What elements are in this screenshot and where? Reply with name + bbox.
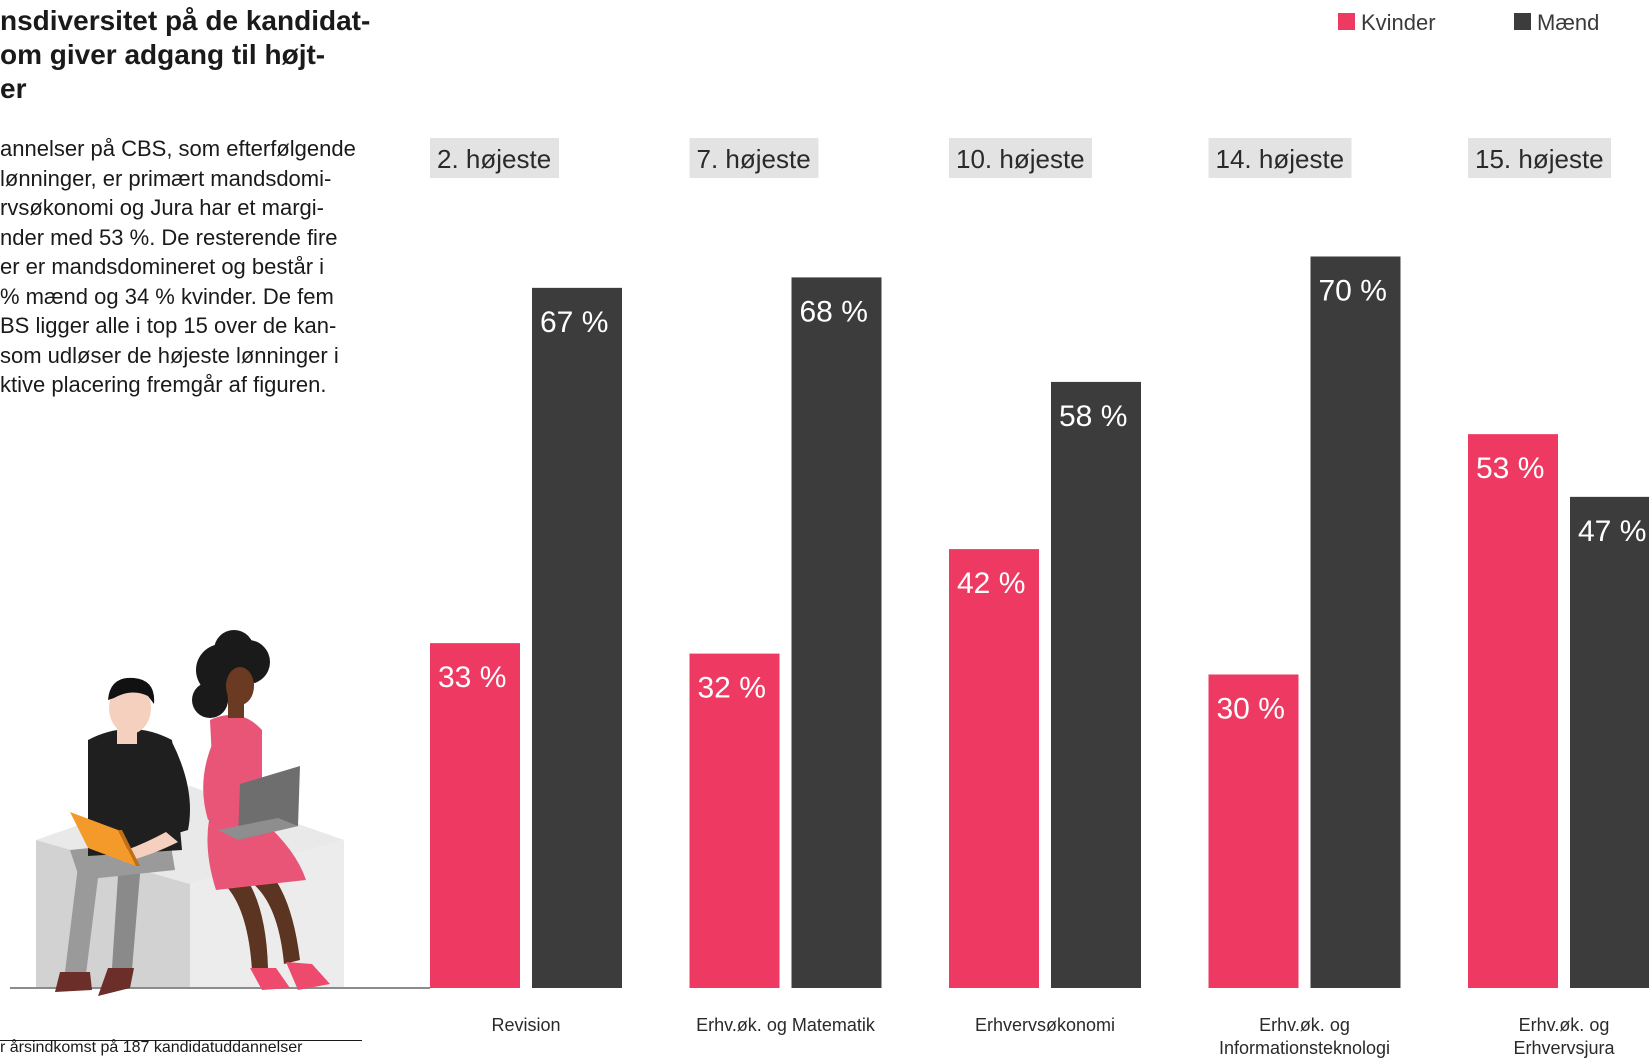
rank-label: 14. højeste (1216, 144, 1345, 174)
rank-badge-background (1468, 138, 1611, 178)
bar-kvinder (430, 643, 520, 988)
bar-kvinder (949, 549, 1039, 988)
bar-group-erhvervsøkonomi: 10. højeste 42 % 58 % Erhvervsøkonomi (949, 138, 1141, 1035)
footnote-divider (0, 1040, 362, 1041)
rank-badge-background (949, 138, 1092, 178)
category-label: Erhv.øk. og Informationsteknologi (1219, 1015, 1390, 1058)
category-label: Erhvervsøkonomi (975, 1015, 1115, 1035)
bar-maend (532, 287, 622, 989)
bar-group-revision: 2. højeste 33 % 67 % Revision (430, 138, 622, 1035)
bar-value-label-kvinder: 33 % (438, 661, 506, 694)
category-label: Revision (491, 1015, 560, 1035)
bar-value-label-kvinder: 30 % (1217, 693, 1285, 726)
bar-value-label-maend: 70 % (1319, 275, 1387, 308)
rank-label: 2. højeste (437, 144, 551, 174)
rank-badge-background (1208, 138, 1352, 178)
legend-label-maend: Mænd (1537, 10, 1599, 35)
page-title: nsdiversitet på de kandidat- om giver ad… (0, 5, 371, 104)
bar-group-erhv-øk-og-informationsteknologi: 14. højeste 30 % 70 % Erhv.øk. og Informatio… (1208, 138, 1401, 1058)
rank-label: 10. højeste (956, 144, 1085, 174)
bar-maend (1310, 256, 1401, 988)
category-label-line: Erhvervsøkonomi (975, 1015, 1115, 1035)
man-figure (55, 677, 190, 996)
bar-group-erhv-øk-og-erhvervsjura: 15. højeste 53 % 47 % Erhv.øk. og Erhvervsju… (1468, 138, 1649, 1058)
category-label-line: Informationsteknologi (1219, 1038, 1390, 1058)
intro-paragraph: annelser på CBS, som efterfølgende lønni… (0, 136, 356, 397)
rank-badge: 10. højeste (949, 138, 1092, 178)
rank-badge: 7. højeste (689, 138, 819, 178)
students-with-laptops-illustration (10, 630, 430, 996)
bar-value-label-maend: 68 % (800, 295, 868, 328)
category-label-line: Revision (491, 1015, 560, 1035)
bar-maend (1051, 381, 1141, 988)
category-label-line: Erhv.øk. og Matematik (696, 1015, 876, 1035)
legend-swatch-maend (1514, 13, 1531, 30)
bar-value-label-kvinder: 53 % (1476, 452, 1544, 485)
bar-kvinder (1468, 434, 1558, 988)
footnote: r årsindkomst på 187 kandidatuddannelser (0, 1039, 303, 1056)
woman-figure (192, 630, 330, 990)
legend-swatch-kvinder (1338, 13, 1355, 30)
rank-badge: 15. højeste (1468, 138, 1611, 178)
rank-label: 7. højeste (697, 144, 811, 174)
bar-groups: 2. højeste 33 % 67 % Revision 7. højeste 32 %… (430, 138, 1649, 1058)
category-label-line: Erhv.øk. og (1519, 1015, 1610, 1035)
rank-badge-background (430, 138, 559, 178)
bar-value-label-maend: 67 % (540, 306, 608, 339)
legend-item-maend: Mænd (1514, 10, 1599, 35)
legend-label-kvinder: Kvinder (1361, 10, 1436, 35)
category-label: Erhv.øk. og Erhvervsjura (1513, 1015, 1615, 1058)
bar-kvinder (1208, 674, 1299, 988)
legend-item-kvinder: Kvinder (1338, 10, 1436, 35)
rank-badge: 2. højeste (430, 138, 559, 178)
bar-group-erhv-øk-og-matematik: 7. højeste 32 % 68 % Erhv.øk. og Matematik (689, 138, 882, 1035)
bar-value-label-maend: 58 % (1059, 400, 1127, 433)
bar-value-label-kvinder: 42 % (957, 567, 1025, 600)
category-label: Erhv.øk. og Matematik (696, 1015, 876, 1035)
bar-maend (791, 277, 882, 988)
bar-maend (1570, 496, 1649, 988)
category-label-line: Erhv.øk. og (1259, 1015, 1350, 1035)
bar-value-label-maend: 47 % (1578, 515, 1646, 548)
bar-value-label-kvinder: 32 % (698, 672, 766, 705)
rank-badge: 14. højeste (1208, 138, 1352, 178)
rank-label: 15. højeste (1475, 144, 1604, 174)
bar-kvinder (689, 653, 780, 988)
category-label-line: Erhvervsjura (1513, 1038, 1615, 1058)
rank-badge-background (689, 138, 819, 178)
chart-legend: Kvinder Mænd (1338, 10, 1599, 35)
